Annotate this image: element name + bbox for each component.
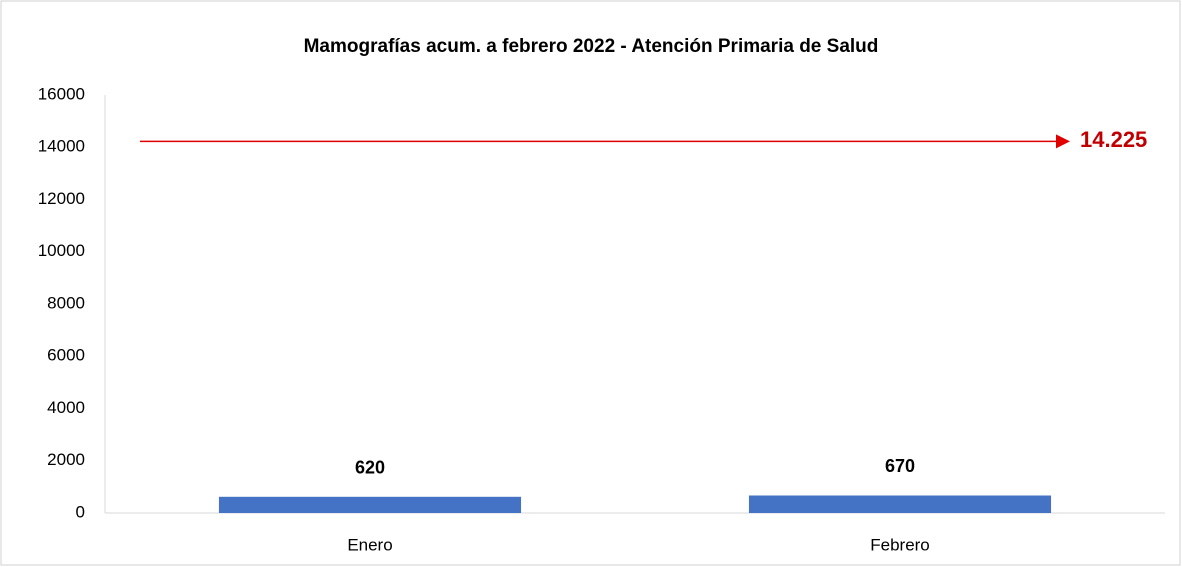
- bar: [218, 496, 522, 513]
- y-tick-label: 6000: [47, 346, 85, 365]
- target-arrow: [1056, 134, 1070, 149]
- x-tick-label: Febrero: [870, 535, 930, 554]
- value-label: 620: [355, 458, 385, 478]
- y-tick-label: 8000: [47, 293, 85, 312]
- value-label: 670: [885, 456, 915, 476]
- y-tick-label: 16000: [38, 84, 85, 103]
- target-label: 14.225: [1080, 127, 1147, 152]
- x-tick-label: Enero: [347, 535, 392, 554]
- chart-title: Mamografías acum. a febrero 2022 - Atenc…: [304, 36, 879, 57]
- y-tick-label: 10000: [38, 241, 85, 260]
- y-tick-label: 4000: [47, 398, 85, 417]
- y-tick-label: 14000: [38, 137, 85, 156]
- y-tick-label: 2000: [47, 450, 85, 469]
- y-tick-label: 0: [76, 502, 85, 521]
- bar: [748, 495, 1052, 513]
- y-tick-label: 12000: [38, 189, 85, 208]
